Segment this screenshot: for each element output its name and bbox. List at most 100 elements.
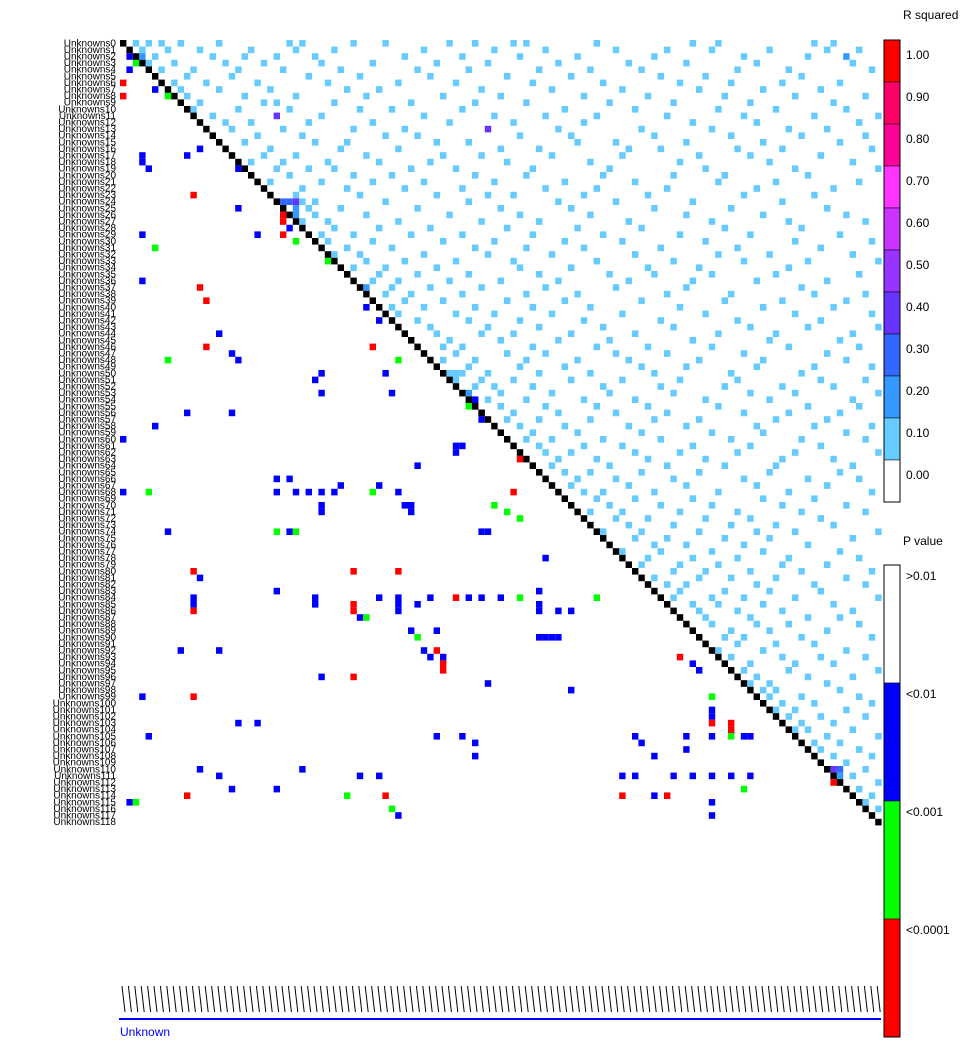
r-squared-cell <box>529 383 536 390</box>
marker-tick <box>607 985 612 1013</box>
p-value-cell <box>491 502 498 509</box>
r-squared-cell <box>484 59 492 67</box>
diagonal-cell <box>440 370 447 377</box>
marker-tick <box>454 985 459 1013</box>
r-squared-cell <box>491 46 498 54</box>
marker-label: Unknowns109 <box>53 758 117 769</box>
marker-label: Unknowns112 <box>53 778 116 789</box>
r-squared-cell <box>612 409 620 417</box>
p-value-cell <box>120 436 127 443</box>
marker-tick <box>524 985 529 1013</box>
r-squared-cell <box>772 416 780 423</box>
p-value-cell <box>152 422 159 430</box>
r-squared-cell <box>465 66 472 73</box>
r-squared-cell <box>280 66 287 73</box>
r-squared-cell <box>388 244 396 252</box>
r-squared-cell <box>619 238 626 245</box>
r-squared-cell <box>772 640 780 648</box>
marker-label: Unknowns94 <box>58 659 116 670</box>
diagonal-cell <box>516 449 524 456</box>
r-squared-cell <box>868 363 876 370</box>
r-squared-cell <box>286 40 293 47</box>
marker-tick <box>428 985 433 1013</box>
r-squared-cell <box>664 350 671 357</box>
r-squared-cell <box>830 40 837 47</box>
marker-label: Unknowns93 <box>58 652 116 663</box>
r-squared-cell <box>369 119 376 126</box>
diagonal-cell <box>433 363 440 370</box>
r-squared-cell <box>740 409 748 417</box>
r-squared-cell <box>856 785 863 793</box>
r-squared-cell <box>760 86 767 93</box>
r-squared-cell <box>638 469 645 476</box>
marker-tick <box>563 985 568 1013</box>
marker-tick <box>134 985 139 1013</box>
diagonal-cell <box>267 191 274 199</box>
marker-label: Unknowns105 <box>53 731 117 742</box>
r-squared-cell <box>196 46 204 54</box>
diagonal-cell <box>536 469 543 476</box>
p-value-cell <box>235 165 242 172</box>
marker-tick <box>838 985 843 1013</box>
r-squared-cell <box>792 165 799 172</box>
r-squared-cell <box>849 772 856 780</box>
r-squared-cell <box>657 145 664 153</box>
p-value-cell <box>350 568 357 575</box>
r-squared-cell <box>440 356 447 364</box>
r-squared-cell <box>849 607 856 615</box>
r-squared-cell <box>798 132 805 139</box>
marker-label: Unknowns91 <box>58 639 116 650</box>
r-squared-cell <box>728 290 735 298</box>
marker-tick <box>729 985 734 1013</box>
r-squared-cell <box>280 158 287 166</box>
diagonal-cell <box>651 587 658 595</box>
r-squared-legend-swatch <box>883 39 901 83</box>
r-squared-cell <box>772 271 780 278</box>
diagonal-cell <box>478 409 485 417</box>
p-value-cell <box>740 733 748 740</box>
r-squared-cell <box>420 112 428 120</box>
p-value-cell <box>728 772 735 780</box>
r-squared-cell <box>625 521 632 529</box>
marker-tick <box>505 985 510 1013</box>
r-squared-cell <box>388 284 396 291</box>
r-squared-cell <box>792 706 799 714</box>
r-squared-legend-swatch <box>883 417 901 461</box>
diagonal-cell <box>235 158 242 166</box>
marker-tick <box>332 985 337 1013</box>
p-value-cell <box>299 766 306 773</box>
r-squared-cell <box>811 700 818 707</box>
marker-tick <box>543 985 548 1013</box>
r-squared-cell <box>702 455 709 463</box>
p-value-cell <box>593 594 600 601</box>
r-squared-cell <box>516 317 524 324</box>
r-squared-cell <box>299 185 306 192</box>
p-value-cell <box>203 297 210 304</box>
r-squared-cell <box>171 79 178 87</box>
r-squared-cell <box>676 304 684 311</box>
r-squared-cell <box>824 561 831 568</box>
p-value-cell <box>395 607 402 615</box>
r-squared-cell <box>696 152 703 159</box>
r-squared-cell <box>606 99 613 106</box>
r-squared-cell <box>728 521 735 529</box>
r-squared-cell <box>670 389 677 397</box>
r-squared-cell <box>849 251 856 258</box>
r-squared-cell <box>747 99 754 106</box>
r-squared-cell <box>145 59 152 67</box>
r-squared-cell <box>299 198 306 205</box>
diagonal-cell <box>408 337 415 344</box>
p-value-cell <box>504 508 511 516</box>
r-squared-cell <box>235 106 242 113</box>
p-value-cell <box>318 389 325 397</box>
r-squared-cell <box>369 59 376 67</box>
r-squared-legend-tick: 0.10 <box>906 426 930 440</box>
r-squared-cell <box>830 660 837 667</box>
r-squared-cell <box>504 350 511 357</box>
r-squared-cell <box>632 251 639 258</box>
r-squared-cell <box>740 634 748 641</box>
r-squared-cell <box>792 92 799 100</box>
r-squared-cell <box>747 152 754 159</box>
r-squared-cell <box>792 310 799 318</box>
r-squared-cell <box>875 165 882 172</box>
